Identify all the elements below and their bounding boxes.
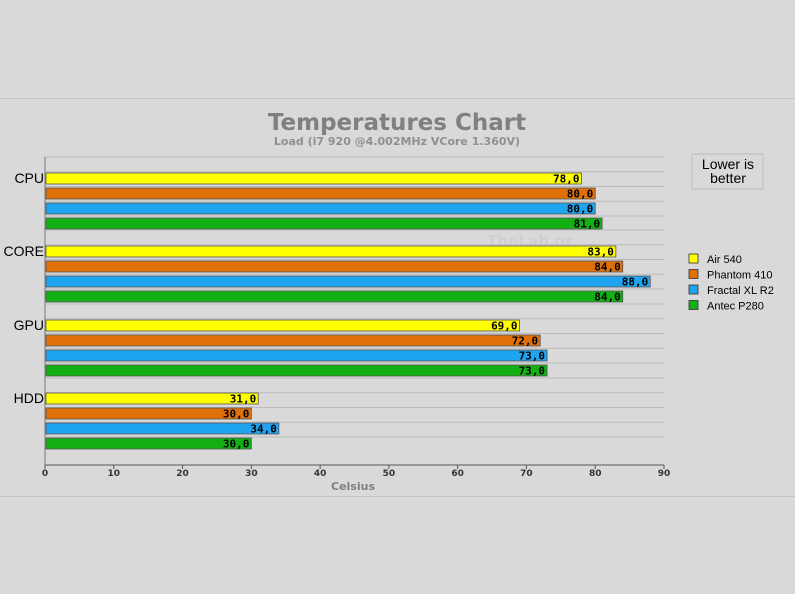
bar-core-phantom-410 bbox=[45, 260, 624, 273]
bars-group: CPU CORE GPU HDD 78,0 83,0 69,0 31,0 80,0 84,0 72,… bbox=[4, 170, 651, 451]
category-label-hdd: HDD bbox=[14, 390, 44, 406]
bar-hdd-air-540 bbox=[45, 392, 259, 405]
bottom-divider bbox=[0, 496, 795, 497]
x-tick-label: 10 bbox=[108, 469, 121, 479]
x-tick-label: 80 bbox=[589, 469, 602, 479]
bar-hdd-fractal-xl-r2 bbox=[45, 422, 280, 435]
value-label: 78,0 bbox=[553, 173, 580, 186]
value-label: 81,0 bbox=[574, 218, 601, 231]
top-divider bbox=[0, 98, 795, 99]
x-tick-label: 60 bbox=[451, 469, 464, 479]
value-label: 31,0 bbox=[230, 393, 257, 406]
value-label: 88,0 bbox=[622, 276, 649, 289]
legend-label: Phantom 410 bbox=[707, 270, 772, 282]
x-tick-label: 50 bbox=[383, 469, 396, 479]
value-label: 30,0 bbox=[223, 408, 250, 421]
bar-core-antec-p280 bbox=[45, 290, 624, 303]
bar-gpu-fractal-xl-r2 bbox=[45, 349, 548, 362]
value-label: 83,0 bbox=[587, 246, 614, 259]
category-label-core: CORE bbox=[4, 243, 44, 259]
bar-cpu-air-540 bbox=[45, 172, 582, 185]
legend-swatch bbox=[688, 253, 699, 264]
legend: Air 540 Phantom 410 Fractal XL R2 Antec P28… bbox=[688, 253, 774, 313]
value-label: 84,0 bbox=[594, 261, 621, 274]
grid-lines bbox=[45, 156, 664, 438]
watermark-text: TheLab.gr bbox=[487, 232, 573, 250]
value-label: 80,0 bbox=[567, 203, 594, 216]
legend-label: Antec P280 bbox=[707, 301, 764, 313]
legend-swatch bbox=[688, 269, 699, 279]
bar-gpu-antec-p280 bbox=[45, 364, 548, 377]
category-label-cpu: CPU bbox=[14, 170, 44, 186]
bar-gpu-phantom-410 bbox=[45, 334, 541, 347]
value-label: 72,0 bbox=[512, 335, 539, 348]
x-tick-label: 30 bbox=[245, 469, 258, 479]
x-tick-label: 70 bbox=[520, 469, 533, 479]
note-line-2: better bbox=[710, 170, 746, 186]
x-tick-label: 40 bbox=[314, 469, 327, 479]
legend-swatch bbox=[688, 300, 699, 310]
lower-is-better-note: Lower is better bbox=[691, 153, 764, 190]
value-label: 84,0 bbox=[594, 291, 621, 304]
x-axis: 0 10 20 30 40 50 60 70 80 90 bbox=[42, 157, 670, 479]
x-axis-title: Celsius bbox=[331, 480, 375, 493]
bar-cpu-fractal-xl-r2 bbox=[45, 202, 596, 215]
value-label: 73,0 bbox=[519, 350, 546, 363]
value-label: 80,0 bbox=[567, 188, 594, 201]
value-label: 30,0 bbox=[223, 438, 250, 451]
legend-label: Fractal XL R2 bbox=[707, 285, 774, 297]
legend-label: Air 540 bbox=[707, 254, 742, 266]
value-label: 69,0 bbox=[491, 320, 518, 333]
value-label: 73,0 bbox=[519, 365, 546, 378]
bar-cpu-phantom-410 bbox=[45, 187, 596, 200]
x-tick-label: 90 bbox=[658, 469, 671, 479]
bar-core-fractal-xl-r2 bbox=[45, 275, 651, 288]
note-line-1: Lower is bbox=[702, 156, 754, 172]
bar-cpu-antec-p280 bbox=[45, 217, 603, 230]
value-label: 34,0 bbox=[250, 423, 277, 436]
bar-hdd-antec-p280 bbox=[45, 437, 252, 450]
bar-gpu-air-540 bbox=[45, 319, 520, 332]
bar-hdd-phantom-410 bbox=[45, 407, 252, 420]
chart-title: Temperatures Chart bbox=[268, 110, 526, 136]
bar-core-air-540 bbox=[45, 245, 617, 258]
note-box-border bbox=[691, 153, 764, 190]
chart-subtitle: Load (i7 920 @4.002MHz VCore 1.360V) bbox=[274, 135, 520, 148]
x-tick-label: 20 bbox=[176, 469, 189, 479]
legend-swatch bbox=[688, 284, 699, 295]
x-tick-label: 0 bbox=[42, 469, 48, 479]
category-label-gpu: GPU bbox=[14, 317, 44, 333]
